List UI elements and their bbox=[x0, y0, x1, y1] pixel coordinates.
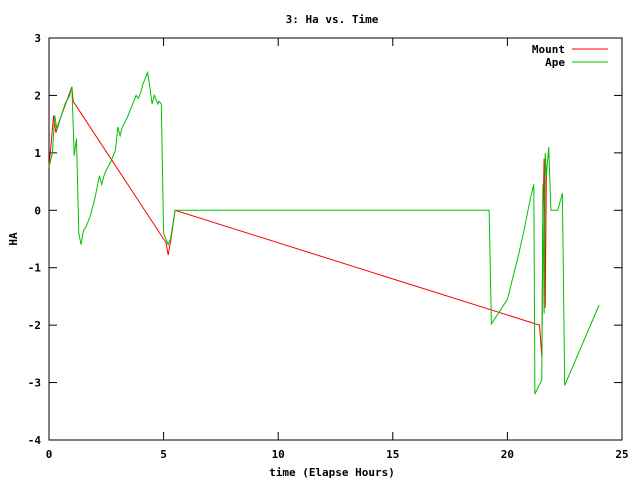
chart-title: 3: Ha vs. Time bbox=[286, 13, 379, 26]
x-tick-label: 5 bbox=[160, 448, 167, 461]
x-axis: 0 5 10 15 20 25 bbox=[46, 38, 629, 461]
y-tick-label: -3 bbox=[28, 377, 41, 390]
y-tick-label: 3 bbox=[34, 32, 41, 45]
x-tick-label: 25 bbox=[615, 448, 628, 461]
y-tick-label: 0 bbox=[34, 204, 41, 217]
y-axis-label: HA bbox=[7, 232, 20, 246]
y-tick-label: 1 bbox=[34, 147, 41, 160]
x-tick-label: 10 bbox=[272, 448, 285, 461]
x-tick-label: 20 bbox=[501, 448, 514, 461]
series-line-ape bbox=[48, 70, 600, 395]
legend-label-mount: Mount bbox=[532, 43, 565, 56]
y-tick-label: -1 bbox=[28, 262, 42, 275]
series-line-mount bbox=[48, 86, 547, 357]
x-tick-label: 0 bbox=[46, 448, 53, 461]
y-tick-label: 2 bbox=[34, 89, 41, 102]
y-tick-label: -4 bbox=[28, 434, 42, 447]
y-tick-label: -2 bbox=[28, 319, 41, 332]
plot-frame bbox=[48, 37, 623, 441]
x-tick-label: 15 bbox=[386, 448, 399, 461]
series-layer bbox=[48, 70, 600, 395]
plot-border bbox=[48, 37, 623, 441]
x-axis-label: time (Elapse Hours) bbox=[269, 466, 395, 479]
legend-label-ape: Ape bbox=[545, 56, 565, 69]
y-axis: -4 -3 -2 -1 0 1 2 3 bbox=[28, 32, 622, 447]
